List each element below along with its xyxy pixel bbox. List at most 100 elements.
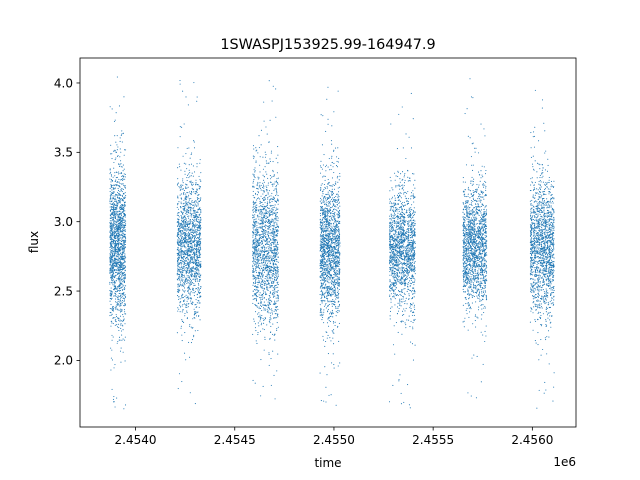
data-point: [181, 244, 183, 246]
data-point: [117, 278, 119, 280]
data-point: [114, 364, 116, 366]
data-point: [271, 100, 273, 102]
data-point: [194, 201, 196, 203]
data-point: [183, 244, 185, 246]
data-point: [256, 266, 258, 268]
data-point: [116, 201, 118, 203]
data-point: [273, 240, 275, 242]
data-point: [178, 163, 180, 165]
data-point: [254, 269, 256, 271]
data-point: [260, 395, 262, 397]
data-point: [118, 178, 120, 180]
data-point: [335, 206, 337, 208]
data-point: [117, 263, 119, 265]
data-point: [253, 224, 255, 226]
data-point: [199, 188, 201, 190]
data-point: [196, 238, 198, 240]
data-point: [184, 238, 186, 240]
data-point: [121, 226, 123, 229]
data-point: [270, 384, 272, 386]
data-point: [195, 191, 197, 193]
data-point: [123, 299, 125, 301]
data-point: [115, 248, 118, 250]
data-point: [191, 243, 193, 245]
data-point: [178, 186, 180, 188]
data-point: [121, 303, 123, 305]
data-point: [180, 259, 182, 262]
data-point: [273, 334, 275, 336]
data-point: [185, 253, 187, 256]
data-point: [111, 217, 113, 219]
data-point: [273, 248, 275, 250]
data-point: [264, 277, 266, 280]
data-point: [177, 197, 179, 199]
data-point: [122, 297, 124, 299]
data-point: [195, 315, 198, 317]
data-point: [255, 311, 257, 313]
data-point: [124, 257, 126, 259]
data-point: [252, 246, 254, 248]
data-point: [118, 303, 120, 305]
data-point: [258, 147, 260, 149]
data-point: [186, 214, 188, 216]
data-point: [120, 163, 122, 165]
data-point: [272, 235, 275, 237]
data-point: [270, 318, 272, 320]
data-point: [274, 272, 277, 274]
data-point: [186, 264, 188, 266]
data-point: [191, 268, 193, 270]
data-point: [117, 272, 119, 274]
data-point: [332, 312, 334, 314]
data-point: [109, 283, 111, 285]
data-point: [192, 213, 194, 215]
data-point: [184, 224, 186, 226]
data-point: [263, 328, 265, 331]
data-point: [124, 273, 126, 275]
data-point: [195, 275, 198, 277]
data-point: [264, 268, 266, 270]
data-point: [113, 367, 115, 369]
data-point: [254, 256, 256, 258]
data-point: [265, 244, 267, 246]
data-point: [184, 281, 186, 283]
data-point: [275, 88, 277, 90]
data-point: [274, 295, 276, 297]
data-point: [193, 292, 195, 294]
data-point: [257, 291, 259, 293]
data-point: [190, 283, 193, 285]
data-point: [256, 253, 258, 255]
data-point: [267, 279, 269, 281]
data-point: [117, 230, 119, 232]
data-point: [181, 233, 183, 235]
data-point: [184, 262, 186, 264]
data-point: [196, 257, 198, 259]
data-point: [193, 243, 196, 245]
data-point: [112, 262, 115, 264]
data-point: [117, 309, 119, 311]
data-point: [268, 200, 271, 202]
data-point: [198, 256, 200, 258]
data-point: [277, 261, 279, 263]
data-point: [180, 237, 182, 239]
data-point: [185, 186, 187, 188]
data-point: [263, 291, 265, 293]
data-point: [277, 297, 279, 299]
data-point: [122, 284, 124, 286]
data-point: [265, 266, 267, 268]
data-point: [119, 283, 121, 285]
data-point: [179, 239, 181, 241]
data-point: [110, 272, 112, 274]
data-point: [277, 225, 279, 227]
data-point: [110, 256, 112, 258]
data-point: [188, 147, 190, 149]
data-point: [276, 235, 278, 237]
data-point: [124, 339, 126, 341]
data-point: [185, 96, 187, 98]
data-point: [179, 276, 181, 278]
data-point: [115, 234, 118, 236]
data-point: [190, 180, 192, 182]
data-point: [121, 222, 123, 224]
data-point: [184, 204, 187, 206]
data-point: [193, 141, 195, 143]
data-point: [192, 278, 194, 280]
